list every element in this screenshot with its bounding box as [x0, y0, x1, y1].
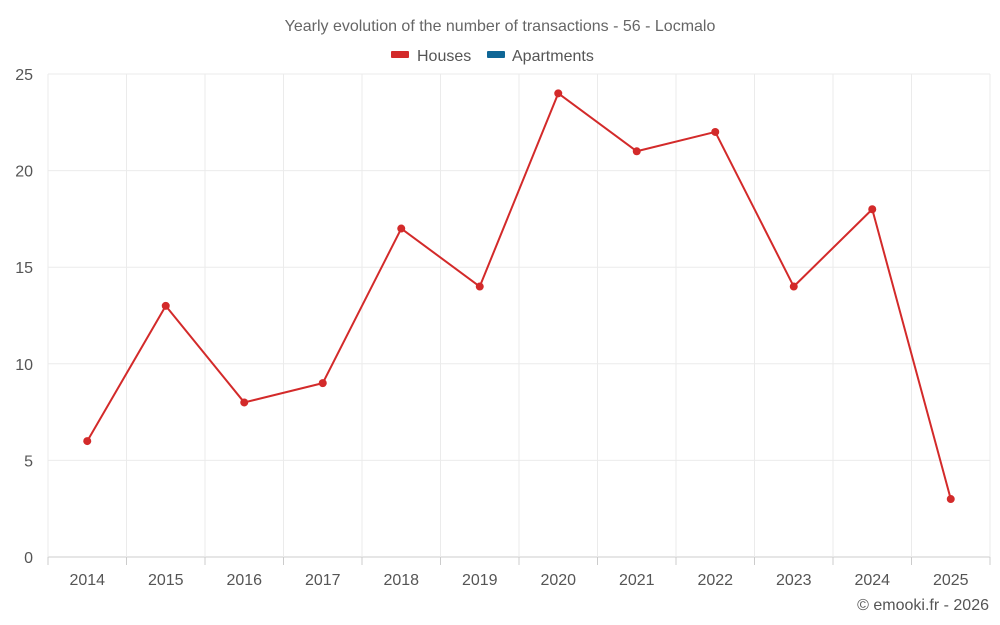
data-point[interactable] — [83, 437, 92, 446]
data-point[interactable] — [632, 147, 641, 156]
data-point[interactable] — [318, 379, 327, 388]
data-point[interactable] — [240, 398, 249, 407]
y-tick-label: 15 — [15, 260, 33, 277]
data-point[interactable] — [475, 282, 484, 291]
legend-label-houses: Houses — [417, 48, 471, 65]
data-point[interactable] — [554, 89, 563, 98]
x-tick-label: 2022 — [697, 572, 733, 589]
y-tick-label: 10 — [15, 357, 33, 374]
series-line-houses — [86, 92, 952, 500]
y-tick-label: 5 — [24, 453, 33, 470]
x-tick-label: 2025 — [933, 572, 969, 589]
x-tick-label: 2017 — [305, 572, 341, 589]
x-axis: 2014 2015 2016 2017 2018 2019 2020 2021 2022 2023… — [47, 557, 991, 589]
x-tick-label: 2024 — [854, 572, 890, 589]
credit-text[interactable]: © emooki.fr - 2026 — [857, 597, 989, 614]
data-point[interactable] — [789, 282, 798, 291]
legend-item-apartments[interactable]: Apartments — [487, 48, 594, 65]
x-tick-label: 2020 — [540, 572, 576, 589]
data-point[interactable] — [711, 127, 720, 136]
legend-swatch-apartments — [487, 51, 505, 58]
legend-label-apartments: Apartments — [512, 48, 594, 65]
data-point[interactable] — [868, 205, 877, 214]
x-tick-label: 2014 — [69, 572, 105, 589]
data-point[interactable] — [161, 301, 170, 310]
grid — [47, 73, 991, 558]
y-axis: 0 5 10 15 20 25 — [15, 67, 33, 567]
x-tick-label: 2018 — [383, 572, 419, 589]
x-tick-label: 2015 — [148, 572, 184, 589]
data-point[interactable] — [397, 224, 406, 233]
legend-item-houses[interactable]: Houses — [391, 48, 471, 65]
legend: Houses Apartments — [391, 48, 594, 65]
series-layer — [83, 89, 955, 504]
legend-swatch-houses — [391, 51, 409, 58]
data-point[interactable] — [946, 495, 955, 504]
x-tick-label: 2021 — [619, 572, 655, 589]
x-tick-label: 2016 — [226, 572, 262, 589]
y-tick-label: 20 — [15, 164, 33, 181]
x-tick-label: 2023 — [776, 572, 812, 589]
x-tick-label: 2019 — [462, 572, 498, 589]
chart-title: Yearly evolution of the number of transa… — [285, 18, 716, 35]
y-tick-label: 25 — [15, 67, 33, 84]
y-tick-label: 0 — [24, 550, 33, 567]
